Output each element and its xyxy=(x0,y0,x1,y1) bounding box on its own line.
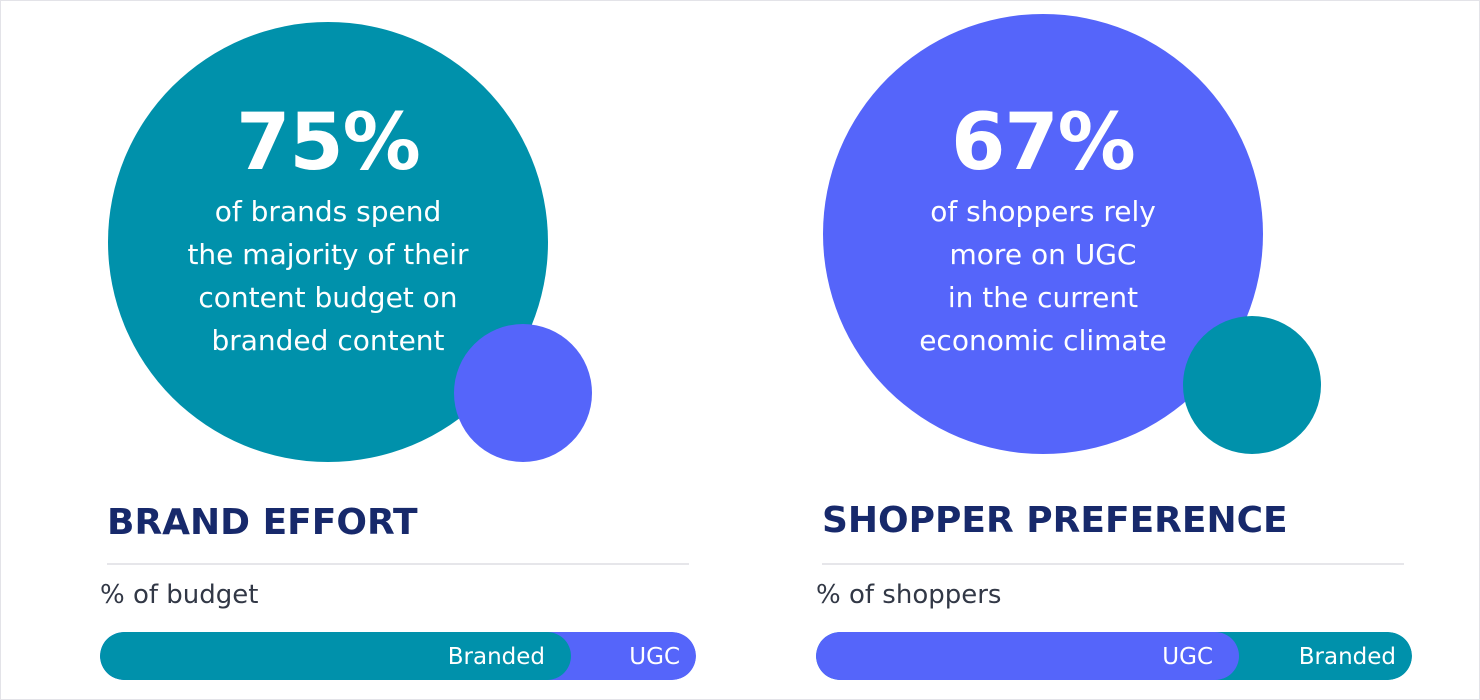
stat-description: of brands spend the majority of their co… xyxy=(187,195,469,357)
shopper-preference-panel: 67% of shoppers rely more on UGC in the … xyxy=(816,0,1436,700)
bar-label-branded: Branded xyxy=(447,644,545,670)
bar-segment-ugc xyxy=(816,632,1239,680)
stat-value: 75% xyxy=(236,98,421,188)
stat-block: 67% of shoppers rely more on UGC in the … xyxy=(823,104,1263,362)
panel-title: SHOPPER PREFERENCE xyxy=(822,500,1288,541)
stat-value: 67% xyxy=(951,98,1136,188)
bar-subtitle: % of shoppers xyxy=(816,580,1002,610)
bar-label-ugc: UGC xyxy=(1162,644,1213,670)
bar-subtitle: % of budget xyxy=(100,580,259,610)
divider xyxy=(107,563,689,565)
divider xyxy=(822,563,1404,565)
accent-circle xyxy=(454,324,592,462)
bar-label-ugc: UGC xyxy=(629,644,680,670)
bar-segment-branded xyxy=(100,632,571,680)
stat-block: 75% of brands spend the majority of thei… xyxy=(108,104,548,362)
panel-title: BRAND EFFORT xyxy=(107,502,418,543)
stat-description: of shoppers rely more on UGC in the curr… xyxy=(919,195,1167,357)
stacked-bar: Branded UGC xyxy=(100,632,696,680)
bar-label-branded: Branded xyxy=(1298,644,1396,670)
brand-effort-panel: 75% of brands spend the majority of thei… xyxy=(100,0,720,700)
accent-circle xyxy=(1183,316,1321,454)
stacked-bar: UGC Branded xyxy=(816,632,1412,680)
